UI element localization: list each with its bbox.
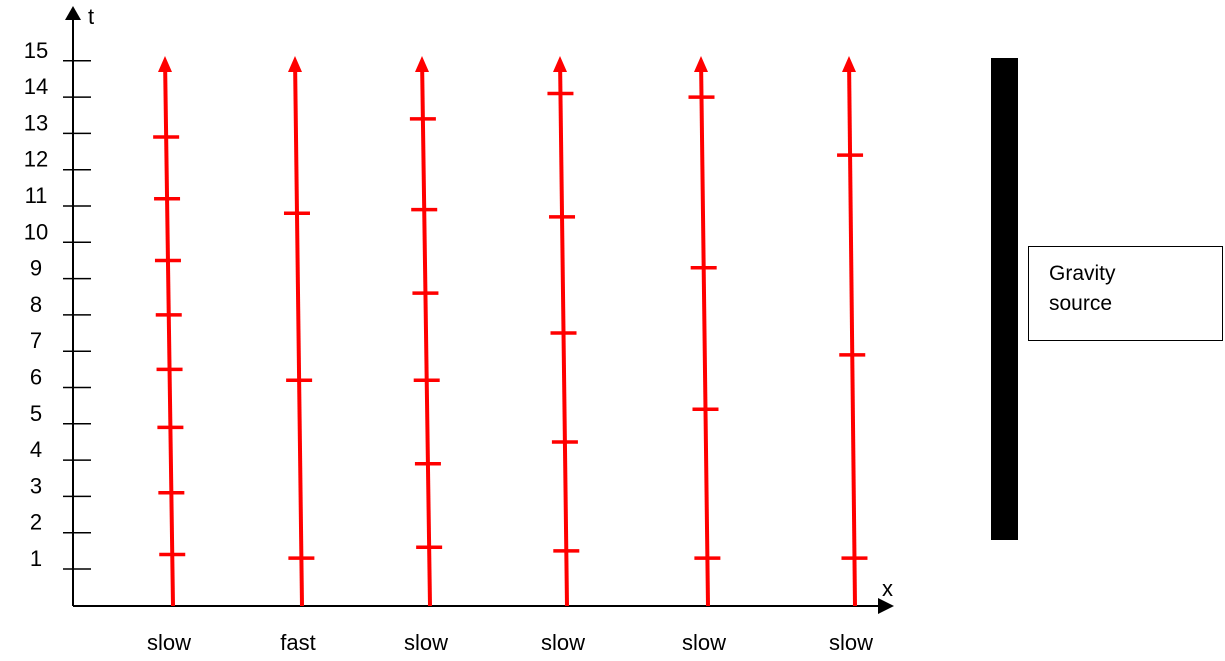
t-axis-tick-label: 14 — [24, 74, 48, 99]
worldline-speed-label: slow — [147, 630, 191, 655]
worldline-arrowhead — [158, 56, 172, 72]
worldline-path — [558, 71, 569, 607]
t-axis-tick-label: 10 — [24, 219, 48, 244]
worldlines: slow fast slow slow slow slow — [147, 56, 873, 655]
worldline-arrowhead — [842, 56, 856, 72]
worldline-speed-label: slow — [541, 630, 585, 655]
worldline: slow — [541, 56, 585, 655]
t-axis-tick-label: 3 — [30, 473, 42, 498]
worldline-path — [293, 71, 304, 607]
x-axis-label: x — [882, 576, 893, 601]
t-axis-arrowhead — [65, 6, 81, 20]
worldline: slow — [147, 56, 191, 655]
worldline-path — [847, 71, 857, 607]
t-axis-tick-label: 5 — [30, 401, 42, 426]
t-axis-tick-label: 2 — [30, 510, 42, 535]
worldline-arrowhead — [415, 56, 429, 72]
worldline-speed-label: slow — [404, 630, 448, 655]
t-axis-tick-label: 9 — [30, 256, 42, 281]
worldline-path — [699, 71, 710, 607]
t-axis-tick-label: 11 — [25, 183, 48, 208]
t-axis-tick-label: 15 — [24, 38, 48, 63]
gravity-source-label: Gravity source — [1028, 246, 1223, 341]
worldline: fast — [280, 56, 316, 655]
gravity-source-bar — [991, 58, 1018, 540]
worldline-speed-label: slow — [829, 630, 873, 655]
t-axis-tick-label: 6 — [30, 365, 42, 390]
worldline-speed-label: slow — [682, 630, 726, 655]
worldline-speed-label: fast — [280, 630, 315, 655]
t-axis-tick-label: 1 — [30, 546, 42, 571]
worldline: slow — [682, 56, 726, 655]
t-axis-tick-label: 13 — [24, 110, 48, 135]
worldline-path — [420, 71, 432, 607]
worldline-arrowhead — [553, 56, 567, 72]
t-axis-tick-label: 12 — [24, 147, 48, 172]
t-axis-tick-label: 7 — [30, 328, 42, 353]
t-axis-tick-label: 4 — [30, 437, 42, 462]
worldline-arrowhead — [694, 56, 708, 72]
worldline-arrowhead — [288, 56, 302, 72]
t-axis-label: t — [88, 4, 94, 29]
x-axis-arrowhead — [878, 598, 894, 614]
t-axis-tick-label: 8 — [30, 292, 42, 317]
worldline: slow — [829, 56, 873, 655]
worldline-path — [163, 71, 175, 607]
gravity-source-label-line1: Gravity — [1049, 262, 1116, 285]
gravity-source-label-line2: source — [1049, 292, 1113, 315]
worldline: slow — [404, 56, 448, 655]
